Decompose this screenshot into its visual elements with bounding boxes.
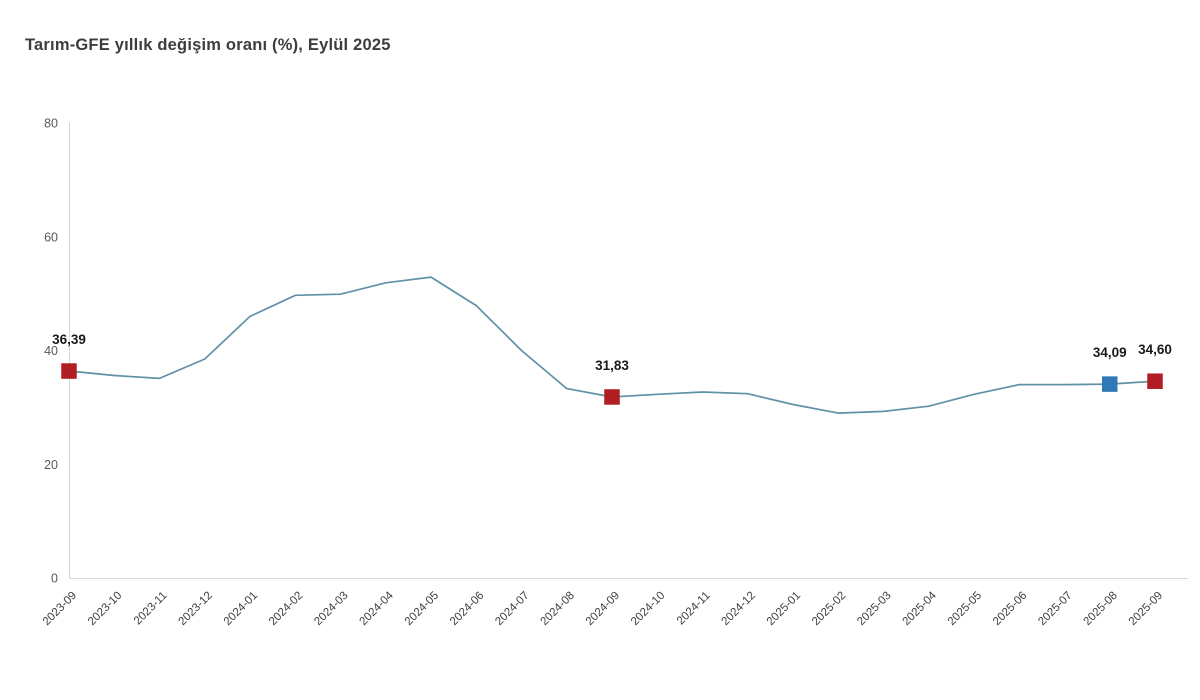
x-tick-label: 2024-07 [493, 590, 531, 628]
data-point-label: 34,09 [1093, 345, 1127, 360]
data-point-label: 31,83 [595, 358, 629, 373]
x-tick-label: 2025-05 [946, 590, 984, 628]
data-marker[interactable] [1102, 376, 1118, 392]
data-marker[interactable] [604, 389, 620, 405]
x-tick-label: 2023-12 [177, 590, 215, 628]
x-tick-label: 2024-09 [584, 590, 622, 628]
x-tick-label: 2023-11 [132, 590, 170, 628]
x-tick-label: 2023-10 [86, 590, 124, 628]
x-tick-label: 2025-06 [991, 590, 1029, 628]
x-tick-label: 2024-08 [539, 590, 577, 628]
data-point-label: 34,60 [1138, 342, 1172, 357]
x-tick-label: 2025-09 [1127, 590, 1165, 628]
y-tick-label: 0 [51, 572, 58, 586]
x-tick-label: 2024-06 [448, 590, 486, 628]
y-tick-label: 80 [44, 117, 58, 131]
data-marker[interactable] [1147, 373, 1163, 389]
x-tick-label: 2025-01 [765, 590, 803, 628]
x-tick-label: 2024-02 [267, 590, 305, 628]
y-tick-label: 40 [44, 344, 58, 358]
x-tick-label: 2024-10 [629, 590, 667, 628]
data-marker[interactable] [61, 363, 77, 379]
data-point-label: 36,39 [52, 332, 86, 347]
x-tick-label: 2024-01 [222, 590, 260, 628]
x-tick-label: 2025-03 [855, 590, 893, 628]
x-tick-label: 2025-02 [810, 590, 848, 628]
x-tick-label: 2024-11 [675, 590, 713, 628]
x-tick-label: 2024-04 [358, 589, 397, 628]
x-tick-label: 2025-08 [1082, 590, 1120, 628]
x-tick-label: 2024-05 [403, 590, 441, 628]
x-tick-label: 2025-04 [901, 589, 940, 628]
chart-title: Tarım-GFE yıllık değişim oranı (%), Eylü… [25, 36, 391, 54]
y-tick-label: 60 [44, 230, 58, 244]
x-tick-label: 2024-12 [720, 590, 758, 628]
y-tick-label: 20 [44, 458, 58, 472]
x-tick-label: 2025-07 [1036, 590, 1074, 628]
x-tick-label: 2024-03 [312, 590, 350, 628]
x-tick-label: 2023-09 [41, 590, 79, 628]
